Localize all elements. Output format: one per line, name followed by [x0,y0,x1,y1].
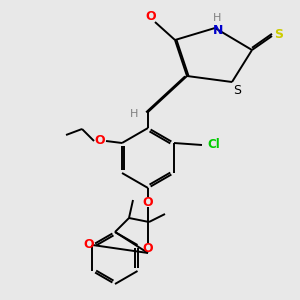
Text: O: O [95,134,105,146]
Text: S: S [274,28,284,40]
Text: O: O [146,10,156,22]
Text: O: O [143,242,153,254]
Text: O: O [83,238,94,251]
Text: N: N [213,23,223,37]
Text: S: S [233,85,241,98]
Text: H: H [213,13,221,23]
Text: Cl: Cl [208,139,220,152]
Text: H: H [130,109,138,119]
Text: O: O [143,196,153,208]
